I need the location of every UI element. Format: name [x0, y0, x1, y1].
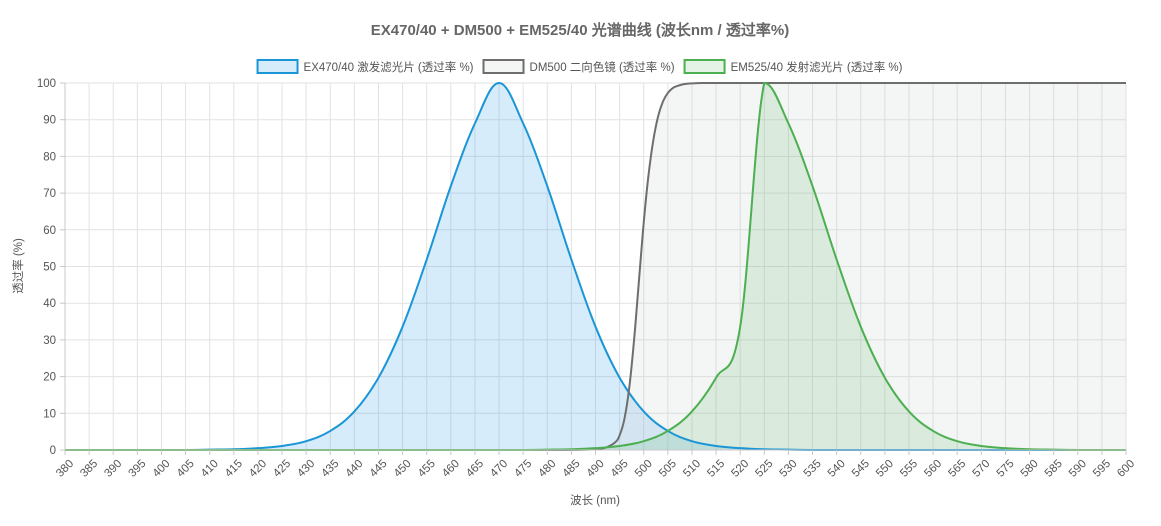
area-ex470-40 — [65, 83, 1126, 450]
x-tick-label: 385 — [78, 458, 100, 480]
y-tick-label: 80 — [43, 151, 56, 163]
x-tick-label: 495 — [609, 458, 631, 480]
x-tick-label: 505 — [657, 458, 679, 480]
x-tick-label: 410 — [199, 458, 221, 480]
x-tick-label: 525 — [753, 458, 775, 480]
x-tick-label: 455 — [416, 458, 438, 480]
x-tick-label: 600 — [1115, 458, 1137, 480]
x-tick-label: 395 — [127, 458, 149, 480]
y-axis-label: 透过率 (%) — [11, 238, 25, 294]
x-tick-label: 560 — [922, 458, 944, 480]
x-tick-label: 530 — [778, 458, 800, 480]
x-tick-label: 470 — [488, 458, 510, 480]
x-tick-label: 540 — [826, 458, 848, 480]
legend-label: EX470/40 激发滤光片 (透过率 %) — [304, 60, 474, 74]
y-tick-label: 20 — [43, 372, 56, 384]
area-em525-40 — [65, 83, 1126, 450]
x-axis-label: 波长 (nm) — [570, 494, 620, 507]
x-tick-label: 595 — [1091, 458, 1113, 480]
y-tick-label: 0 — [50, 445, 56, 457]
x-tick-label: 565 — [946, 458, 968, 480]
x-tick-label: 520 — [729, 458, 751, 480]
legend-item-ex470-40[interactable]: EX470/40 激发滤光片 (透过率 %) — [256, 59, 474, 74]
y-tick-label: 100 — [37, 78, 56, 90]
x-tick-label: 515 — [705, 458, 727, 480]
x-tick-label: 405 — [175, 458, 197, 480]
x-tick-label: 510 — [681, 458, 703, 480]
y-axis: 0 10 20 30 40 50 60 70 80 90 100 — [37, 78, 66, 457]
series-areas — [65, 83, 1126, 450]
x-tick-label: 570 — [970, 458, 992, 480]
x-tick-label: 435 — [319, 458, 341, 480]
x-tick-label: 490 — [585, 458, 607, 480]
chart-title: EX470/40 + DM500 + EM525/40 光谱曲线 (波长nm /… — [371, 21, 789, 39]
x-tick-label: 580 — [1019, 458, 1041, 480]
x-tick-label: 590 — [1067, 458, 1089, 480]
legend-swatch — [683, 59, 726, 74]
x-tick-label: 400 — [151, 458, 173, 480]
area-dm500 — [65, 83, 1126, 450]
y-tick-label: 60 — [43, 225, 56, 237]
legend-label: DM500 二向色镜 (透过率 %) — [530, 60, 675, 74]
x-tick-label: 445 — [368, 458, 390, 480]
y-tick-label: 30 — [43, 335, 56, 347]
y-tick-label: 50 — [43, 262, 56, 274]
y-tick-label: 70 — [43, 188, 56, 200]
x-tick-label: 415 — [223, 458, 245, 480]
x-axis: 380 385 390 395 400 405 410 415 420 425 430 435 440 4… — [54, 449, 1137, 480]
x-tick-label: 545 — [850, 458, 872, 480]
y-tick-label: 10 — [43, 408, 56, 420]
legend-swatch — [256, 59, 299, 74]
x-tick-label: 380 — [54, 458, 76, 480]
legend-item-dm500[interactable]: DM500 二向色镜 (透过率 %) — [482, 59, 675, 74]
legend-label: EM525/40 发射滤光片 (透过率 %) — [731, 60, 903, 74]
x-tick-label: 535 — [802, 458, 824, 480]
legend-swatch — [482, 59, 525, 74]
x-tick-label: 575 — [995, 458, 1017, 480]
x-tick-label: 555 — [898, 458, 920, 480]
x-tick-label: 450 — [392, 458, 414, 480]
x-tick-label: 465 — [464, 458, 486, 480]
x-tick-label: 475 — [512, 458, 534, 480]
y-tick-label: 90 — [43, 115, 56, 127]
x-tick-label: 550 — [874, 458, 896, 480]
x-tick-label: 480 — [536, 458, 558, 480]
x-tick-label: 585 — [1043, 458, 1065, 480]
x-tick-label: 485 — [561, 458, 583, 480]
x-tick-label: 440 — [344, 458, 366, 480]
x-tick-label: 460 — [440, 458, 462, 480]
legend: EX470/40 激发滤光片 (透过率 %) DM500 二向色镜 (透过率 %)… — [256, 59, 903, 74]
grid — [64, 82, 1127, 451]
x-tick-label: 420 — [247, 458, 269, 480]
x-tick-label: 390 — [102, 458, 124, 480]
x-tick-label: 500 — [633, 458, 655, 480]
legend-item-em525-40[interactable]: EM525/40 发射滤光片 (透过率 %) — [683, 59, 903, 74]
x-tick-label: 430 — [295, 458, 317, 480]
x-tick-label: 425 — [271, 458, 293, 480]
y-tick-label: 40 — [43, 298, 56, 310]
